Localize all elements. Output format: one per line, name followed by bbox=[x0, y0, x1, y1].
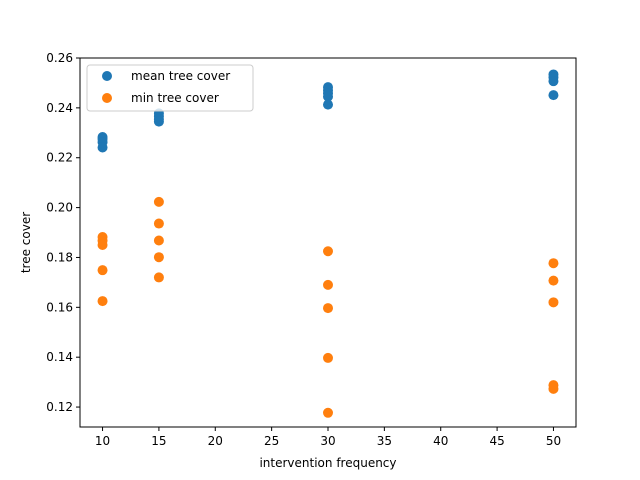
legend-label-min: min tree cover bbox=[131, 91, 219, 105]
y-axis-ticks: 0.12 0.14 0.16 0.18 0.20 0.22 0.24 0.26 bbox=[46, 51, 80, 414]
min-tree-cover-point bbox=[153, 196, 164, 207]
min-tree-cover-point bbox=[548, 297, 559, 308]
x-axis-label: intervention frequency bbox=[259, 456, 396, 470]
min-tree-cover-point bbox=[548, 258, 559, 269]
min-tree-cover-point bbox=[548, 275, 559, 286]
y-tick-label: 0.12 bbox=[46, 400, 73, 414]
x-axis-ticks: 10 15 20 25 30 35 40 45 50 bbox=[95, 427, 561, 448]
min-tree-cover-point bbox=[97, 296, 108, 307]
x-tick-label: 10 bbox=[95, 434, 110, 448]
legend-label-mean: mean tree cover bbox=[131, 69, 230, 83]
x-tick-label: 45 bbox=[489, 434, 504, 448]
y-axis-label: tree cover bbox=[19, 212, 33, 273]
legend: mean tree cover min tree cover bbox=[86, 64, 254, 112]
mean-tree-cover-point bbox=[548, 76, 559, 87]
x-tick-label: 20 bbox=[208, 434, 223, 448]
x-tick-label: 25 bbox=[264, 434, 279, 448]
min-tree-cover-point bbox=[323, 279, 333, 290]
x-tick-label: 40 bbox=[433, 434, 448, 448]
min-tree-cover-point bbox=[323, 407, 333, 418]
x-tick-label: 35 bbox=[377, 434, 392, 448]
min-tree-cover-point bbox=[548, 383, 559, 394]
min-tree-cover-point bbox=[323, 303, 333, 314]
legend-box bbox=[86, 64, 254, 112]
min-tree-cover-point bbox=[97, 239, 108, 250]
x-tick-label: 15 bbox=[151, 434, 166, 448]
min-tree-cover-point bbox=[97, 265, 108, 276]
x-tick-label: 50 bbox=[546, 434, 561, 448]
y-tick-label: 0.16 bbox=[46, 300, 73, 314]
x-tick-label: 30 bbox=[320, 434, 335, 448]
mean-tree-cover-point bbox=[323, 99, 333, 110]
mean-tree-cover-point bbox=[323, 91, 333, 102]
min-tree-cover-point bbox=[323, 246, 333, 257]
y-tick-label: 0.20 bbox=[46, 201, 73, 215]
mean-tree-cover-point bbox=[153, 116, 164, 127]
min-tree-cover-point bbox=[153, 218, 164, 229]
min-tree-cover-point bbox=[153, 252, 164, 263]
min-tree-cover-point bbox=[153, 235, 164, 246]
y-tick-label: 0.24 bbox=[46, 101, 73, 115]
min-tree-cover-point bbox=[153, 272, 164, 283]
legend-marker-mean bbox=[102, 71, 112, 81]
plot-frame bbox=[79, 57, 577, 428]
legend-marker-min bbox=[102, 93, 112, 103]
y-tick-label: 0.14 bbox=[46, 350, 73, 364]
y-tick-label: 0.26 bbox=[46, 51, 73, 65]
y-tick-label: 0.18 bbox=[46, 250, 73, 264]
data-points bbox=[97, 69, 559, 418]
mean-tree-cover-point bbox=[97, 142, 108, 153]
y-tick-label: 0.22 bbox=[46, 151, 73, 165]
min-tree-cover-point bbox=[323, 352, 333, 363]
mean-tree-cover-point bbox=[548, 90, 559, 101]
